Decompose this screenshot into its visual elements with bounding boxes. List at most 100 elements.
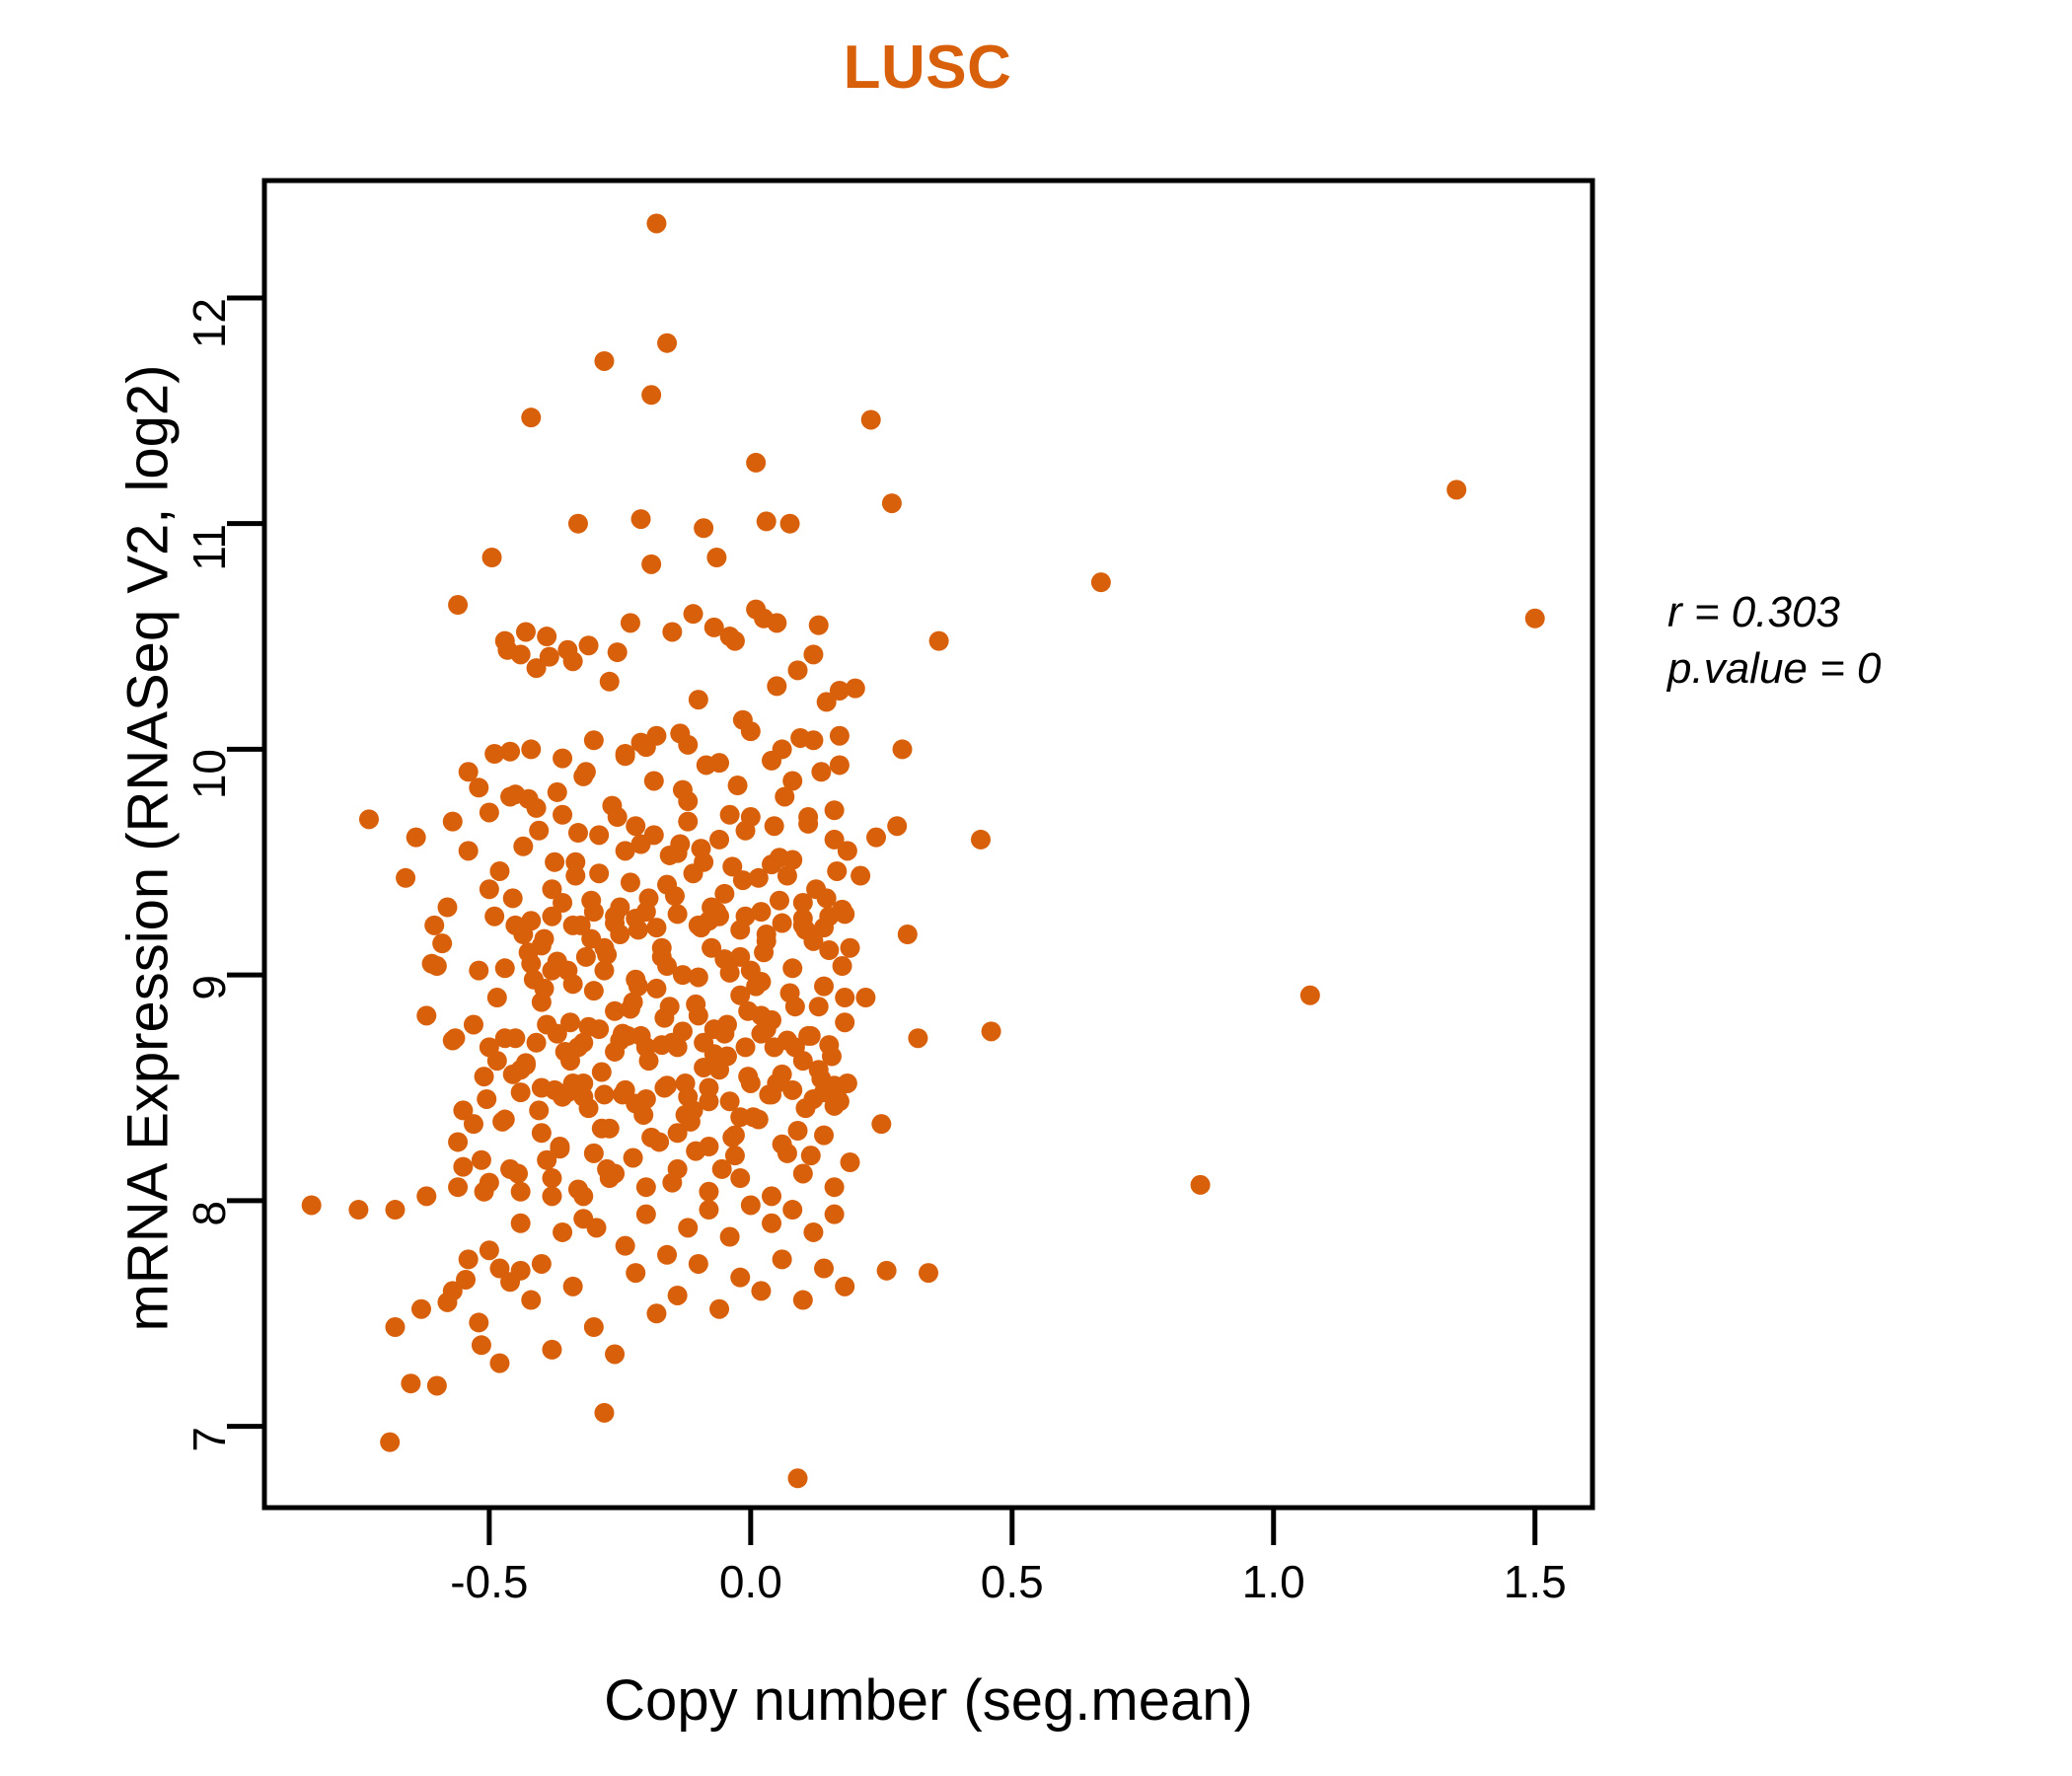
y-axis-tick-label: 12 — [184, 297, 235, 349]
data-point — [819, 940, 840, 961]
data-point — [560, 1012, 580, 1033]
data-point — [782, 1200, 803, 1221]
data-point — [589, 1019, 610, 1040]
data-point — [583, 902, 604, 923]
data-point — [646, 978, 667, 999]
data-point — [835, 904, 855, 925]
data-point — [526, 658, 547, 679]
data-point — [657, 333, 678, 353]
data-point — [567, 823, 588, 844]
data-point — [719, 804, 740, 825]
data-point — [515, 622, 536, 642]
data-point — [714, 1023, 735, 1044]
data-point — [635, 1088, 656, 1109]
data-point — [641, 1127, 662, 1147]
data-point — [529, 820, 550, 841]
data-point — [463, 1114, 483, 1135]
data-point — [380, 1432, 401, 1452]
data-point — [824, 1095, 845, 1116]
data-point — [897, 925, 918, 944]
data-point — [751, 1281, 772, 1301]
data-point — [626, 969, 646, 990]
data-point — [479, 879, 499, 900]
data-point — [424, 915, 445, 935]
data-point — [691, 839, 711, 859]
data-point — [657, 1244, 678, 1265]
data-point — [824, 829, 845, 850]
data-point — [453, 1100, 474, 1121]
data-point — [494, 630, 515, 651]
x-axis-tick-label: 0.0 — [718, 1556, 782, 1607]
data-point — [529, 1100, 550, 1121]
data-point — [871, 1114, 892, 1135]
data-point — [426, 1375, 447, 1396]
data-point — [589, 825, 610, 846]
data-point — [675, 1104, 696, 1125]
data-point — [688, 1253, 708, 1274]
data-point — [521, 407, 542, 428]
data-point — [635, 1177, 656, 1198]
data-point — [510, 1082, 531, 1103]
data-point — [542, 1339, 562, 1360]
data-point — [575, 946, 596, 967]
data-point — [678, 734, 699, 755]
data-point — [667, 1158, 688, 1179]
data-point — [607, 642, 628, 663]
data-point — [709, 1298, 730, 1319]
data-point — [605, 913, 626, 933]
data-point — [792, 908, 813, 928]
data-point — [659, 997, 680, 1017]
data-point — [410, 1298, 431, 1319]
data-point — [537, 1149, 557, 1170]
data-point — [521, 953, 542, 974]
data-point — [746, 599, 767, 620]
data-point — [740, 721, 761, 742]
data-point — [719, 962, 740, 983]
data-point — [748, 867, 769, 888]
data-point — [651, 1035, 672, 1056]
data-point — [694, 518, 714, 539]
data-point — [453, 1156, 474, 1177]
data-point — [730, 1168, 751, 1189]
data-point — [432, 933, 453, 954]
data-point — [513, 836, 534, 856]
data-point — [711, 1158, 732, 1179]
data-point — [709, 906, 730, 926]
data-point — [740, 1195, 761, 1216]
data-point — [479, 802, 499, 823]
data-point — [500, 1158, 521, 1179]
data-point — [672, 1021, 693, 1042]
data-point — [756, 925, 777, 944]
data-point — [591, 1118, 612, 1139]
page-title: LUSC — [843, 34, 1012, 102]
data-point — [814, 976, 835, 997]
data-point — [835, 988, 855, 1008]
data-point — [787, 1468, 808, 1489]
data-point — [641, 554, 662, 574]
data-point — [385, 1200, 406, 1221]
data-point — [562, 915, 583, 935]
data-point — [553, 748, 573, 769]
data-point — [772, 913, 792, 933]
data-point — [748, 1109, 769, 1130]
data-point — [581, 928, 602, 949]
data-point — [772, 739, 792, 760]
data-point — [702, 937, 722, 958]
data-point — [672, 779, 693, 800]
data-point — [803, 1221, 824, 1242]
y-axis-tick-marks — [227, 295, 264, 1430]
data-point — [615, 1079, 635, 1100]
data-point — [583, 730, 604, 751]
data-point — [623, 992, 643, 1012]
data-point — [615, 744, 635, 764]
data-point — [819, 1035, 840, 1056]
data-point — [521, 911, 542, 931]
data-point — [792, 1290, 813, 1310]
data-point — [1446, 480, 1467, 500]
data-point — [775, 786, 795, 807]
data-point — [489, 860, 510, 881]
data-point — [521, 1290, 542, 1310]
data-point — [722, 856, 743, 877]
data-point — [542, 960, 562, 981]
